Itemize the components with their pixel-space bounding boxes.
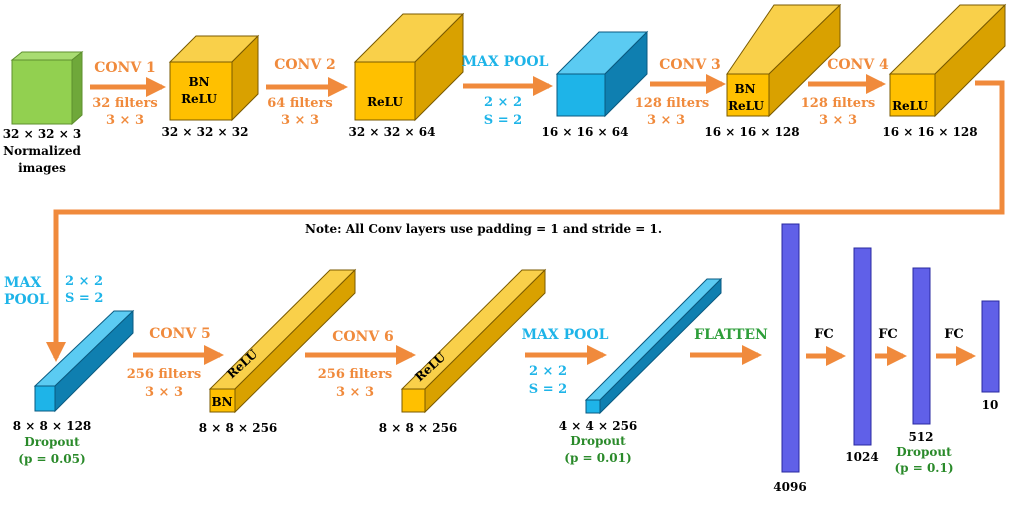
fc-n4: 10 (982, 398, 999, 412)
conv3-filters: 128 filters (635, 96, 710, 111)
fc-dropout: Dropout (896, 445, 952, 459)
pool3-volume (584, 277, 723, 415)
pool3-dims: 4 × 4 × 256 (559, 419, 638, 433)
input-volume-top (10, 51, 84, 61)
fc-n2: 1024 (845, 450, 878, 464)
conv1-kernel: 3 × 3 (106, 113, 144, 128)
conv3-dims: 16 × 16 × 128 (704, 125, 799, 139)
conv2-kernel: 3 × 3 (281, 113, 319, 128)
conv2-volume-front (354, 61, 416, 121)
conv1-volume-front (169, 61, 233, 121)
conv5-op-label: CONV 5 (149, 326, 211, 342)
pool3-volume-front (585, 399, 601, 414)
conv6-filters: 256 filters (318, 367, 393, 382)
conv1-op-label: CONV 1 (94, 60, 156, 76)
input-volume-front (11, 59, 73, 125)
fc-bar-4096 (781, 223, 800, 473)
pool3-size: 2 × 2 (529, 364, 567, 379)
row-connector (46, 80, 1005, 362)
fc-bar-512 (912, 267, 931, 425)
pool1-volume-front (556, 73, 606, 117)
conv4-op-label: CONV 4 (827, 57, 889, 73)
flatten-op-label: FLATTEN (694, 327, 768, 343)
conv4-volume-front (889, 73, 936, 117)
conv6-volume (400, 268, 547, 414)
input-label-line1: Normalized (3, 144, 81, 158)
input-label-line2: images (18, 161, 66, 175)
pool3-stride: S = 2 (529, 382, 567, 397)
fc-op2: FC (878, 327, 898, 342)
conv3-volume-front (726, 73, 770, 117)
conv1-volume (168, 34, 260, 122)
conv3-inner-relu: ReLU (728, 99, 764, 113)
pool2-dropout: Dropout (24, 435, 80, 449)
input-volume-side (71, 50, 83, 126)
conv4-inner-relu: ReLU (892, 99, 928, 113)
pool2-op-line1: MAX (4, 275, 41, 291)
fc-bar-1024 (853, 247, 872, 446)
conv4-dims: 16 × 16 × 128 (882, 125, 977, 139)
fc-op3: FC (944, 327, 964, 342)
conv5-filters: 256 filters (127, 367, 202, 382)
pool2-volume (33, 309, 135, 413)
pool2-stride: S = 2 (65, 291, 103, 306)
conv6-kernel: 3 × 3 (336, 385, 374, 400)
pool3-p: (p = 0.01) (564, 451, 631, 465)
pool3-op-label: MAX POOL (522, 327, 609, 343)
input-volume (10, 50, 84, 126)
fc-n1: 4096 (773, 480, 806, 494)
conv3-volume (726, 3, 842, 118)
pool1-volume (555, 30, 649, 118)
conv5-volume (208, 268, 357, 414)
pool1-stride: S = 2 (484, 113, 522, 128)
conv3-inner-bn: BN (734, 82, 755, 96)
conv1-filters: 32 filters (92, 96, 157, 111)
pool2-volume-front (34, 385, 56, 412)
conv2-op-label: CONV 2 (274, 57, 336, 73)
conv3-op-label: CONV 3 (659, 57, 721, 73)
conv1-dims: 32 × 32 × 32 (162, 125, 249, 139)
conv1-inner-relu: ReLU (181, 92, 217, 106)
fc-n3: 512 (908, 430, 933, 444)
conv2-volume (353, 12, 465, 122)
conv2-inner-relu: ReLU (367, 95, 403, 109)
conv6-op-label: CONV 6 (332, 329, 394, 345)
conv5-inner-bn: BN (211, 395, 232, 409)
conv5-kernel: 3 × 3 (145, 385, 183, 400)
conv3-kernel: 3 × 3 (647, 113, 685, 128)
pool2-dims: 8 × 8 × 128 (13, 419, 92, 433)
conv6-dims: 8 × 8 × 256 (379, 421, 458, 435)
fc-bar-10 (981, 300, 1000, 393)
fc-p: (p = 0.1) (894, 461, 953, 475)
pool1-size: 2 × 2 (484, 95, 522, 110)
conv5-volume-front (209, 388, 236, 413)
pool3-dropout: Dropout (570, 434, 626, 448)
pool1-op-label: MAX POOL (462, 54, 549, 70)
conv1-inner-bn: BN (188, 75, 209, 89)
conv4-kernel: 3 × 3 (819, 113, 857, 128)
note-text: Note: All Conv layers use padding = 1 an… (305, 222, 662, 236)
input-dims: 32 × 32 × 3 (3, 127, 82, 141)
pool2-size: 2 × 2 (65, 274, 103, 289)
conv2-dims: 32 × 32 × 64 (349, 125, 436, 139)
conv2-filters: 64 filters (267, 96, 332, 111)
fc-op1: FC (814, 327, 834, 342)
conv5-dims: 8 × 8 × 256 (199, 421, 278, 435)
pool1-dims: 16 × 16 × 64 (542, 125, 629, 139)
conv6-volume-front (401, 388, 426, 413)
pool2-p: (p = 0.05) (18, 452, 85, 466)
pool3-volume-side (599, 277, 722, 415)
conv4-volume (888, 3, 1007, 118)
conv4-filters: 128 filters (801, 96, 876, 111)
pool2-op-line2: POOL (4, 292, 49, 308)
